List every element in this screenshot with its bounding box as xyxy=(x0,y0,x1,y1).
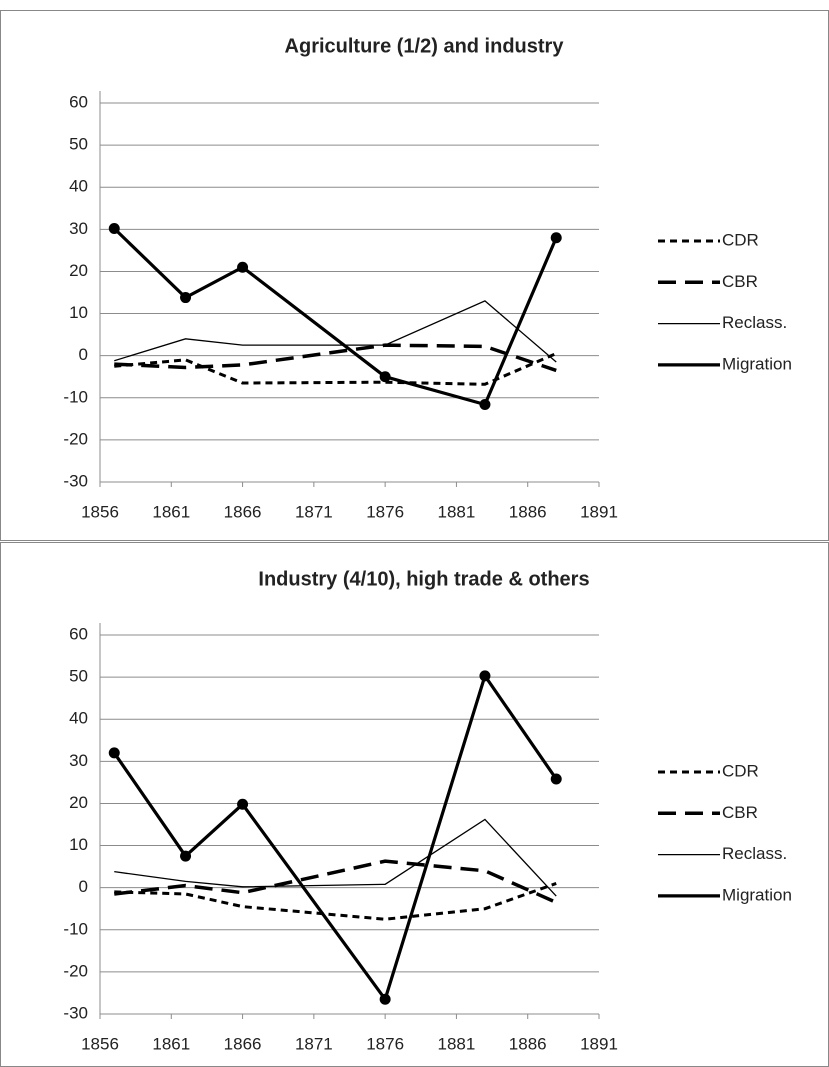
x-tick-label: 1876 xyxy=(366,502,404,521)
x-tick-label: 1871 xyxy=(295,502,333,521)
x-tick-label: 1871 xyxy=(295,1034,333,1053)
y-tick-label: -10 xyxy=(63,919,88,938)
marker xyxy=(237,261,249,273)
legend-label: Reclass. xyxy=(722,313,787,332)
marker xyxy=(379,993,391,1005)
marker xyxy=(108,747,120,759)
y-tick-label: -20 xyxy=(63,961,88,980)
chart-title: Industry (4/10), high trade & others xyxy=(258,568,589,590)
series-line xyxy=(114,882,557,921)
marker xyxy=(550,232,562,244)
legend-label: Migration xyxy=(722,885,792,904)
marker xyxy=(479,399,491,411)
series-line xyxy=(113,227,558,407)
x-tick-label: 1866 xyxy=(224,502,262,521)
y-tick-label: -30 xyxy=(63,1003,88,1022)
series-line xyxy=(114,300,557,363)
x-tick-label: 1881 xyxy=(438,502,476,521)
y-tick-label: 40 xyxy=(69,177,88,196)
y-tick-label: 30 xyxy=(69,219,88,238)
marker xyxy=(379,371,391,383)
x-tick-label: 1861 xyxy=(152,502,190,521)
series-line xyxy=(112,672,558,1003)
y-tick-label: -10 xyxy=(63,387,88,406)
legend-label: CDR xyxy=(722,761,759,780)
legend-label: CBR xyxy=(722,272,758,291)
y-tick-label: 60 xyxy=(69,624,88,643)
series-line xyxy=(114,859,557,905)
y-tick-label: 50 xyxy=(69,667,88,686)
y-tick-label: 60 xyxy=(69,92,88,111)
x-tick-label: 1891 xyxy=(580,1034,618,1053)
chart-frame xyxy=(0,542,829,1067)
marker xyxy=(550,773,562,785)
chart-title: Agriculture (1/2) and industry xyxy=(285,35,565,57)
y-tick-label: 30 xyxy=(69,751,88,770)
y-tick-label: 50 xyxy=(69,135,88,154)
legend-label: Reclass. xyxy=(722,844,787,863)
marker xyxy=(479,670,491,682)
y-tick-label: -20 xyxy=(63,429,88,448)
series-line xyxy=(114,818,557,897)
x-tick-label: 1886 xyxy=(509,502,547,521)
y-tick-label: 40 xyxy=(69,709,88,728)
marker xyxy=(180,292,192,304)
x-tick-label: 1866 xyxy=(224,1034,262,1053)
legend-label: CBR xyxy=(722,803,758,822)
x-tick-label: 1886 xyxy=(509,1034,547,1053)
legend-label: CDR xyxy=(722,230,759,249)
y-tick-label: 10 xyxy=(69,303,88,322)
x-tick-label: 1861 xyxy=(152,1034,190,1053)
x-tick-label: 1856 xyxy=(81,1034,119,1053)
legend-label: Migration xyxy=(722,354,792,373)
x-tick-label: 1876 xyxy=(366,1034,404,1053)
y-tick-label: 20 xyxy=(69,793,88,812)
marker xyxy=(237,798,249,810)
y-tick-label: 0 xyxy=(79,345,88,364)
y-tick-label: 0 xyxy=(79,877,88,896)
x-tick-label: 1856 xyxy=(81,502,119,521)
x-tick-label: 1881 xyxy=(438,1034,476,1053)
chart-frame xyxy=(0,10,829,541)
marker xyxy=(108,222,120,234)
y-tick-label: 20 xyxy=(69,261,88,280)
marker xyxy=(180,850,192,862)
y-tick-label: -30 xyxy=(63,471,88,490)
y-tick-label: 10 xyxy=(69,835,88,854)
series-line xyxy=(114,343,557,373)
x-tick-label: 1891 xyxy=(580,502,618,521)
